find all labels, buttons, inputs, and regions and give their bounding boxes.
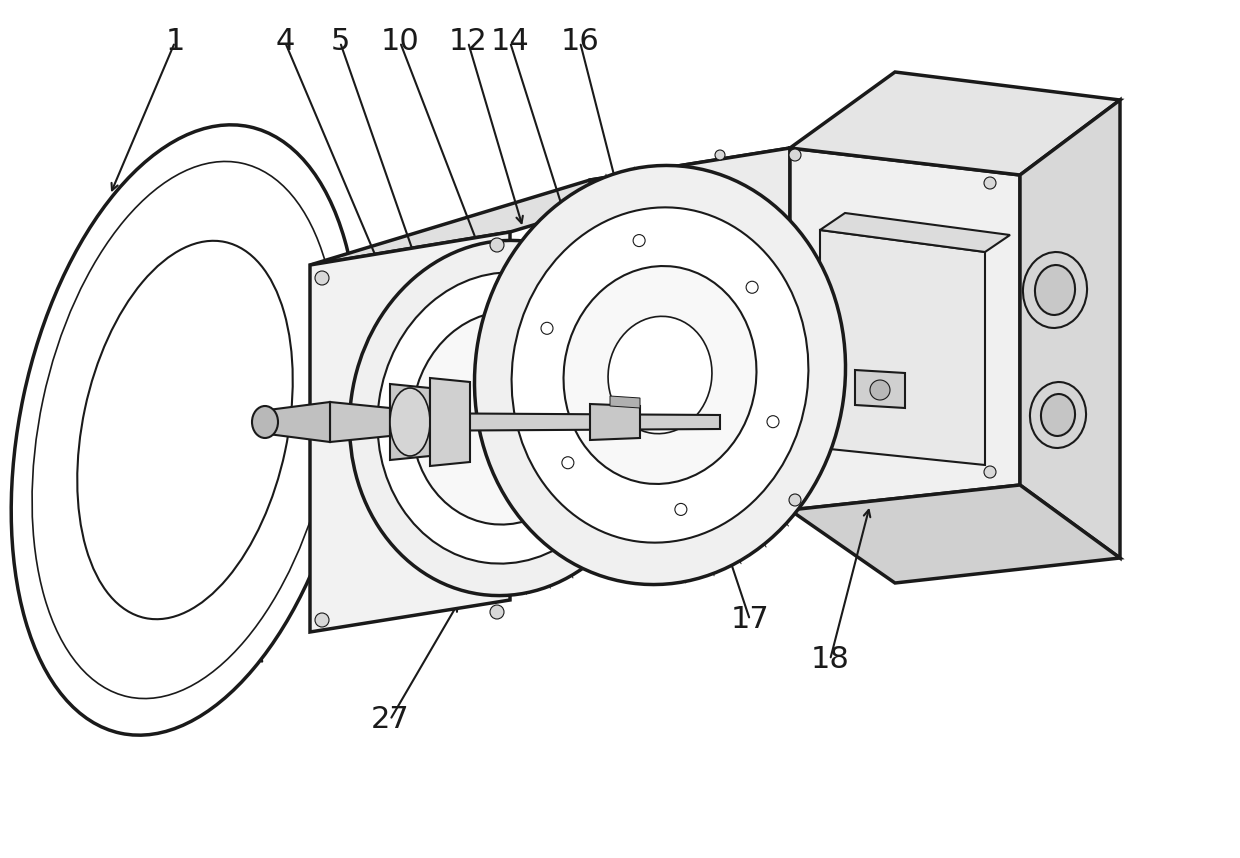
Polygon shape — [310, 148, 790, 265]
Circle shape — [746, 281, 758, 293]
Text: 12: 12 — [449, 27, 487, 57]
Ellipse shape — [1023, 252, 1087, 328]
Text: 1: 1 — [165, 27, 185, 57]
Circle shape — [985, 177, 996, 189]
Circle shape — [789, 149, 801, 161]
Text: 14: 14 — [491, 27, 529, 57]
Ellipse shape — [350, 240, 661, 595]
Polygon shape — [820, 213, 1011, 252]
Polygon shape — [820, 230, 985, 465]
Ellipse shape — [391, 388, 430, 456]
Polygon shape — [430, 378, 470, 466]
Polygon shape — [268, 402, 330, 442]
Circle shape — [490, 238, 503, 252]
Polygon shape — [330, 402, 391, 442]
Ellipse shape — [11, 125, 358, 735]
Ellipse shape — [1035, 265, 1075, 315]
Text: 18: 18 — [811, 645, 849, 674]
Polygon shape — [856, 370, 905, 408]
Circle shape — [715, 150, 725, 160]
Circle shape — [315, 613, 329, 627]
Polygon shape — [310, 232, 510, 632]
Circle shape — [675, 504, 687, 516]
Polygon shape — [610, 396, 640, 408]
Circle shape — [490, 605, 503, 619]
Circle shape — [634, 234, 645, 246]
Ellipse shape — [563, 266, 756, 484]
Circle shape — [562, 456, 574, 468]
Polygon shape — [790, 148, 1021, 510]
Text: 17: 17 — [730, 606, 769, 635]
Text: 16: 16 — [560, 27, 599, 57]
Polygon shape — [790, 72, 1120, 175]
Ellipse shape — [608, 317, 712, 433]
Circle shape — [541, 323, 553, 335]
Text: 4: 4 — [275, 27, 295, 57]
Ellipse shape — [252, 406, 278, 438]
Ellipse shape — [412, 311, 598, 524]
Ellipse shape — [512, 208, 808, 542]
Polygon shape — [790, 485, 1120, 583]
Ellipse shape — [77, 241, 293, 619]
Ellipse shape — [475, 166, 846, 584]
Text: 5: 5 — [330, 27, 350, 57]
Circle shape — [985, 466, 996, 478]
Ellipse shape — [377, 272, 632, 564]
Circle shape — [789, 494, 801, 506]
Circle shape — [870, 380, 890, 400]
Circle shape — [315, 271, 329, 285]
Polygon shape — [1021, 100, 1120, 558]
Ellipse shape — [1040, 394, 1075, 436]
Polygon shape — [590, 148, 790, 542]
Circle shape — [768, 415, 779, 427]
Polygon shape — [379, 413, 720, 431]
Text: 10: 10 — [381, 27, 419, 57]
Ellipse shape — [32, 161, 339, 698]
Polygon shape — [391, 384, 430, 460]
Polygon shape — [590, 404, 640, 440]
Ellipse shape — [1030, 382, 1086, 448]
Text: 27: 27 — [371, 705, 409, 734]
